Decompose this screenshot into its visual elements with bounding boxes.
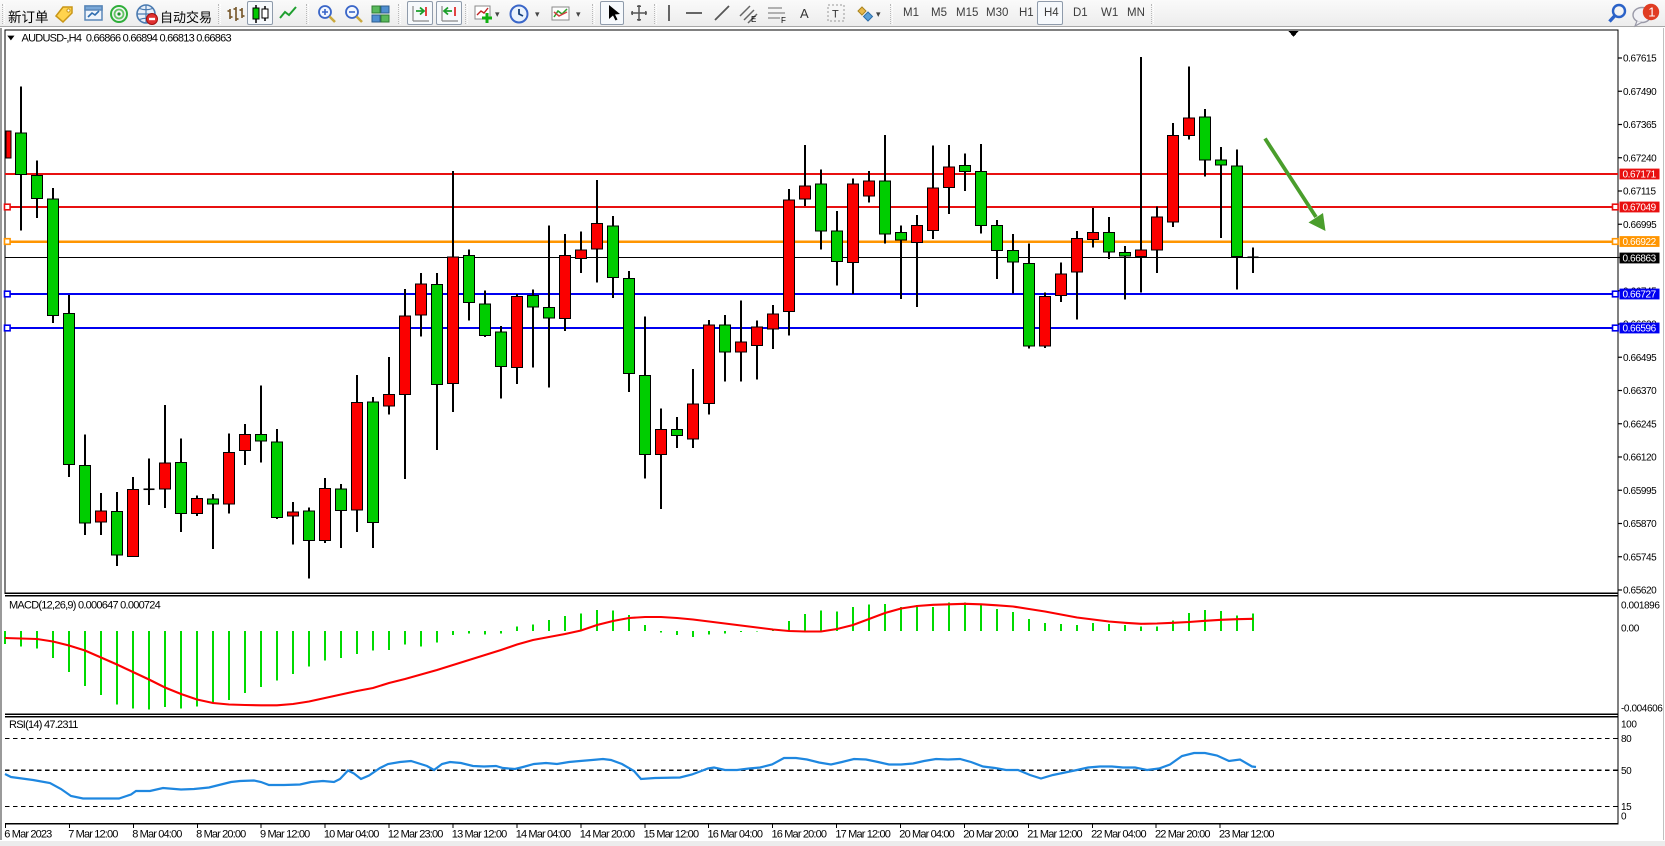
svg-text:12 Mar 23:00: 12 Mar 23:00	[388, 829, 443, 841]
svg-text:14 Mar 04:00: 14 Mar 04:00	[516, 829, 571, 841]
svg-text:6 Mar 2023: 6 Mar 2023	[4, 829, 52, 841]
svg-text:7 Mar 12:00: 7 Mar 12:00	[68, 829, 118, 841]
svg-text:0.66495: 0.66495	[1623, 353, 1657, 364]
svg-text:-0.004606: -0.004606	[1621, 704, 1663, 715]
svg-text:MACD(12,26,9) 0.000647 0.00072: MACD(12,26,9) 0.000647 0.000724	[9, 600, 161, 612]
svg-text:T: T	[832, 9, 839, 21]
svg-text:13 Mar 12:00: 13 Mar 12:00	[452, 829, 507, 841]
svg-text:9 Mar 12:00: 9 Mar 12:00	[260, 829, 310, 841]
svg-text:0.66245: 0.66245	[1623, 419, 1657, 430]
svg-text:0.66370: 0.66370	[1623, 386, 1657, 397]
svg-text:0.66120: 0.66120	[1623, 453, 1657, 464]
svg-text:0.65620: 0.65620	[1623, 586, 1657, 597]
svg-text:100: 100	[1621, 720, 1637, 731]
svg-text:8 Mar 20:00: 8 Mar 20:00	[196, 829, 246, 841]
svg-text:21 Mar 12:00: 21 Mar 12:00	[1027, 829, 1082, 841]
svg-text:0.66922: 0.66922	[1623, 237, 1657, 248]
svg-text:AUDUSD-,H4 0.66866 0.66894 0.: AUDUSD-,H4 0.66866 0.66894 0.66813 0.668…	[22, 33, 232, 45]
svg-text:0.67365: 0.67365	[1623, 120, 1657, 131]
svg-text:14 Mar 20:00: 14 Mar 20:00	[580, 829, 635, 841]
svg-text:0.67115: 0.67115	[1623, 187, 1656, 198]
svg-text:10 Mar 04:00: 10 Mar 04:00	[324, 829, 379, 841]
svg-text:17 Mar 12:00: 17 Mar 12:00	[835, 829, 890, 841]
svg-text:0.65870: 0.65870	[1623, 519, 1657, 530]
svg-text:0.67240: 0.67240	[1623, 153, 1657, 164]
svg-text:0.67615: 0.67615	[1623, 54, 1657, 65]
svg-text:22 Mar 04:00: 22 Mar 04:00	[1091, 829, 1146, 841]
svg-text:0.67171: 0.67171	[1623, 170, 1657, 181]
svg-text:1: 1	[1648, 5, 1655, 20]
svg-text:0.66995: 0.66995	[1623, 220, 1657, 231]
svg-text:RSI(14) 47.2311: RSI(14) 47.2311	[9, 719, 78, 731]
svg-text:16 Mar 04:00: 16 Mar 04:00	[708, 829, 763, 841]
svg-text:0.66727: 0.66727	[1623, 290, 1657, 301]
svg-text:50: 50	[1621, 766, 1632, 777]
svg-text:80: 80	[1621, 734, 1632, 745]
svg-text:23 Mar 12:00: 23 Mar 12:00	[1219, 829, 1274, 841]
svg-text:E: E	[751, 15, 756, 24]
svg-text:8 Mar 04:00: 8 Mar 04:00	[132, 829, 182, 841]
svg-text:20 Mar 04:00: 20 Mar 04:00	[899, 829, 954, 841]
svg-text:15: 15	[1621, 802, 1632, 813]
svg-text:0.65995: 0.65995	[1623, 486, 1657, 497]
svg-text:22 Mar 20:00: 22 Mar 20:00	[1155, 829, 1210, 841]
svg-text:16 Mar 20:00: 16 Mar 20:00	[772, 829, 827, 841]
svg-text:0: 0	[1621, 812, 1627, 823]
svg-text:0.67490: 0.67490	[1623, 87, 1657, 98]
svg-text:0.65745: 0.65745	[1623, 552, 1657, 563]
svg-text:0.66596: 0.66596	[1623, 324, 1657, 335]
svg-text:F: F	[781, 16, 786, 25]
svg-text:0.66863: 0.66863	[1623, 254, 1657, 265]
svg-text:0.001896: 0.001896	[1621, 601, 1660, 612]
svg-text:0.00: 0.00	[1621, 624, 1640, 635]
svg-text:15 Mar 12:00: 15 Mar 12:00	[644, 829, 699, 841]
svg-text:20 Mar 20:00: 20 Mar 20:00	[963, 829, 1018, 841]
svg-text:0.67049: 0.67049	[1623, 203, 1657, 214]
